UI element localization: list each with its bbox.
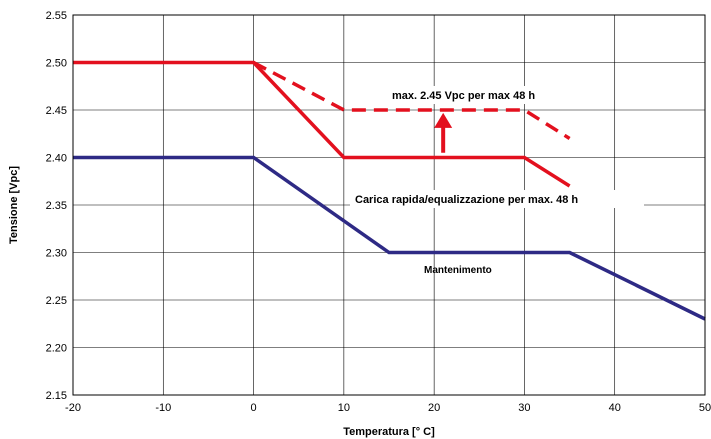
y-tick-label: 2.30 [46, 248, 67, 260]
x-tick-label: 30 [518, 402, 530, 414]
series-layer [73, 60, 706, 321]
fast-charge-label: Carica rapida/equalizzazione per max. 48… [355, 194, 578, 206]
y-tick-label: 2.40 [46, 153, 67, 165]
series-line-float [73, 155, 706, 321]
x-tick-label: 20 [428, 402, 440, 414]
series-line-fast-charge [73, 60, 571, 188]
annotation-layer: max. 2.45 Vpc per max 48 h Carica rapida… [350, 86, 644, 276]
y-tick-label: 2.15 [46, 390, 67, 402]
y-tick-label: 2.50 [46, 58, 67, 70]
tick-labels: -20 -10 0 10 20 30 40 50 2.15 2.20 2.25 2.30 2.35 2.4… [46, 10, 711, 414]
y-axis-title: Tensione [Vpc] [8, 166, 20, 244]
series-line-max-equalization [252, 60, 571, 140]
x-tick-label: 0 [251, 402, 257, 414]
x-axis-title: Temperatura [° C] [343, 426, 435, 438]
x-tick-label: 10 [338, 402, 350, 414]
arrow-head [434, 112, 453, 128]
x-tick-label: 50 [699, 402, 711, 414]
arrow-layer [434, 112, 453, 153]
y-tick-label: 2.25 [46, 295, 67, 307]
y-tick-label: 2.35 [46, 200, 67, 212]
float-label: Mantenimento [424, 265, 492, 276]
x-tick-label: -20 [65, 402, 81, 414]
y-tick-label: 2.20 [46, 343, 67, 355]
max-label: max. 2.45 Vpc per max 48 h [392, 90, 535, 102]
plot-frame [72, 14, 706, 396]
x-tick-label: 40 [609, 402, 621, 414]
y-tick-label: 2.55 [46, 10, 67, 22]
y-tick-label: 2.45 [46, 105, 67, 117]
x-tick-label: -10 [155, 402, 171, 414]
max-label-background [388, 86, 596, 104]
fast-label-background [350, 190, 644, 208]
